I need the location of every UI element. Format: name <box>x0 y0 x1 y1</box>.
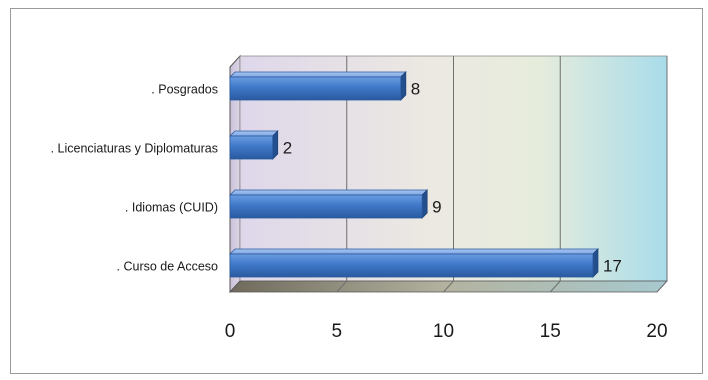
data-label: 2 <box>283 139 292 158</box>
gridline-floor <box>656 280 668 293</box>
category-label: . Curso de Acceso <box>117 260 218 274</box>
bar-side-face <box>400 71 407 101</box>
bar-side-face <box>272 130 279 160</box>
bar-front-face <box>229 76 402 101</box>
bar <box>229 130 279 160</box>
category-label: . Posgrados <box>151 83 218 97</box>
category-label: . Idiomas (CUID) <box>125 201 218 215</box>
bar-front-face <box>229 135 274 160</box>
x-tick-label: 20 <box>646 321 667 342</box>
x-tick-label: 5 <box>331 321 342 342</box>
bar-top-face <box>229 71 407 78</box>
bar-front-face <box>229 253 594 278</box>
gridline-floor <box>549 280 561 293</box>
x-tick-label: 15 <box>540 321 561 342</box>
gridline-floor <box>443 280 454 293</box>
bar-front-face <box>229 194 423 219</box>
bar-top-face <box>229 189 429 196</box>
bar <box>229 189 429 219</box>
data-labels: 8 2 9 17 <box>283 80 622 276</box>
category-labels: . Posgrados . Licenciaturas y Diplomatura… <box>51 83 218 274</box>
data-label: 17 <box>603 257 622 276</box>
x-tick-label: 0 <box>225 321 236 342</box>
bars-group <box>229 71 599 278</box>
bar <box>229 248 599 278</box>
bar-top-face <box>229 130 279 137</box>
x-axis-ticks: 0 5 10 15 20 <box>225 321 668 342</box>
bar <box>229 71 407 101</box>
x-tick-label: 10 <box>433 321 454 342</box>
data-label: 9 <box>432 198 441 217</box>
bar-top-face <box>229 248 599 255</box>
data-label: 8 <box>411 80 420 99</box>
category-label: . Licenciaturas y Diplomaturas <box>51 142 218 156</box>
gridline-floor <box>336 280 348 293</box>
bar-side-face <box>592 248 599 278</box>
bar-side-face <box>421 189 428 219</box>
